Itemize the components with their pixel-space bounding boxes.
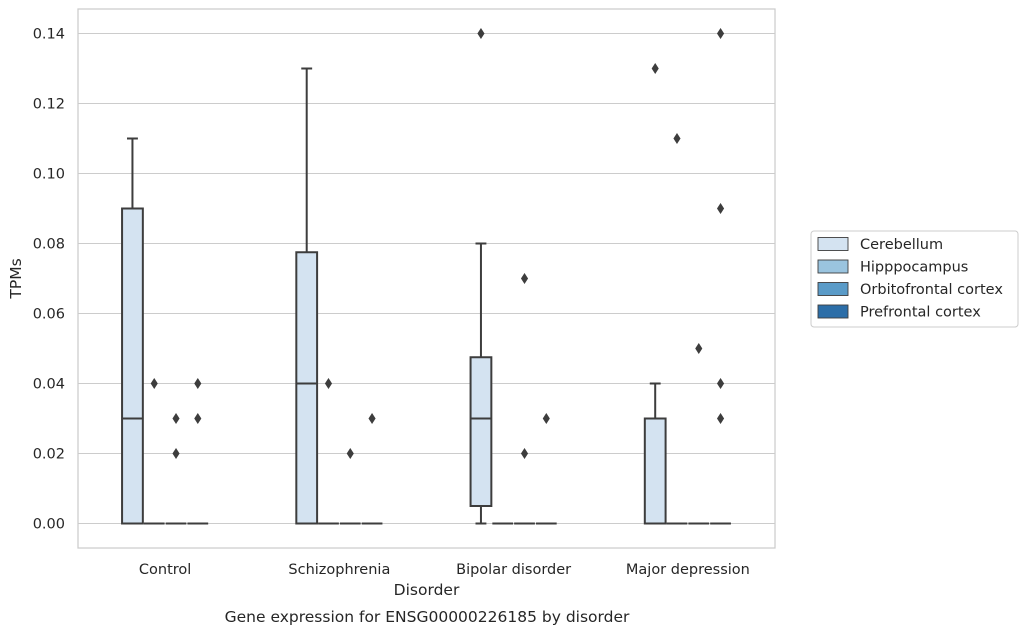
outlier-point: [542, 412, 550, 425]
legend-swatch: [817, 304, 849, 319]
legend-label: Orbitofrontal cortex: [860, 282, 1003, 298]
outlier-point: [716, 27, 725, 40]
legend-label: Hipppocampus: [860, 260, 968, 276]
outlier-point: [368, 412, 376, 425]
y-axis-label: TPMs: [7, 258, 25, 299]
y-tick-label: 0.12: [33, 97, 65, 113]
outlier-point: [520, 447, 529, 460]
outlier-point: [194, 377, 202, 390]
y-tick-label: 0.14: [33, 27, 65, 43]
outlier-point: [716, 377, 725, 390]
legend-frame: [810, 230, 1019, 328]
y-tick-labels: 0.00 0.02 0.04 0.06 0.08 0.10 0.12 0.14: [33, 27, 65, 533]
x-tick-label: Schizophrenia: [288, 562, 390, 578]
outlier-point: [172, 412, 180, 425]
y-tick-label: 0.06: [33, 307, 65, 323]
outlier-point: [651, 62, 659, 75]
outlier-point: [673, 132, 681, 145]
x-axis-label: Disorder: [394, 581, 460, 599]
y-tick-label: 0.00: [33, 517, 65, 533]
chart-caption: Gene expression for ENSG00000226185 by d…: [225, 608, 630, 626]
outlier-point: [695, 342, 703, 355]
outlier-point: [324, 377, 333, 390]
outlier-point: [194, 412, 202, 425]
outlier-point: [346, 447, 354, 460]
box-0-2: [469, 356, 493, 507]
outlier-point: [477, 27, 485, 40]
box-0-3: [643, 417, 667, 525]
outlier-point: [172, 447, 180, 460]
legend-swatch: [817, 237, 849, 251]
y-gridlines: [78, 32, 775, 525]
legend-swatch: [817, 259, 849, 274]
plot-frame: [77, 8, 776, 549]
box-0-1: [295, 251, 319, 525]
y-tick-label: 0.08: [33, 237, 65, 253]
legend-swatch: [817, 282, 849, 296]
outlier-point: [716, 202, 725, 215]
x-tick-labels: Control Schizophrenia Bipolar disorder Majo…: [139, 562, 750, 578]
outlier-point: [716, 412, 725, 425]
legend-label: Cerebellum: [860, 237, 943, 253]
x-tick-label: Major depression: [626, 562, 750, 578]
plot-background: [78, 9, 775, 548]
x-tick-label: Bipolar disorder: [456, 562, 571, 578]
outlier-point: [520, 272, 529, 285]
legend-label: Prefrontal cortex: [860, 305, 981, 321]
box-plot-marks: [121, 27, 731, 525]
box-0-0: [121, 207, 144, 525]
y-tick-label: 0.02: [33, 447, 65, 463]
y-tick-label: 0.04: [33, 377, 65, 393]
outlier-point: [150, 377, 158, 390]
legend: Cerebellum Hipppocampus Orbitofrontal cort…: [810, 230, 1019, 328]
y-tick-label: 0.10: [33, 167, 65, 183]
x-tick-label: Control: [139, 562, 191, 578]
